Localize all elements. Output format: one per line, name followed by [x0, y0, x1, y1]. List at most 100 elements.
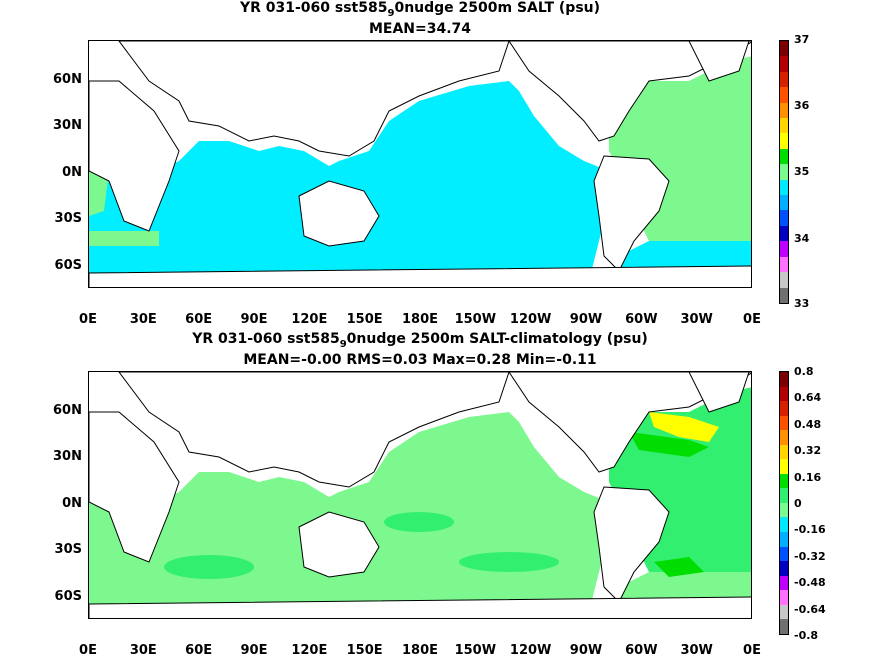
y-tick-30s: 30S	[54, 211, 82, 226]
x-tick-label: 150W	[454, 312, 497, 327]
colorbar-segment	[780, 619, 788, 634]
australia-land	[298, 180, 380, 247]
x-tick-label: 30W	[680, 312, 713, 327]
colorbar-segment	[780, 386, 788, 402]
colorbar-segment	[780, 210, 788, 226]
colorbar-bottom-tick: -0.64	[794, 602, 826, 616]
x-tick-label: 60W	[625, 312, 658, 327]
colorbar-segment	[780, 604, 788, 620]
colorbar-segment	[780, 401, 788, 416]
colorbar-segment	[780, 590, 788, 605]
y-tick-0n: 0N	[62, 165, 82, 180]
colorbar-top	[779, 40, 789, 304]
colorbar-segment	[780, 164, 788, 180]
australia-land	[298, 511, 380, 578]
panel2-title: YR 031-060 sst58590nudge 2500m SALT-clim…	[192, 331, 648, 350]
north-atlantic-mid-anomaly	[629, 432, 709, 457]
colorbar-segment	[780, 71, 788, 88]
x-tick-label: 30E	[129, 643, 157, 658]
colorbar-segment	[780, 241, 788, 257]
anomaly-positive-patches	[164, 497, 719, 579]
colorbar-bottom-tick: 0	[794, 497, 802, 510]
colorbar-bottom-tick: -0.48	[794, 576, 826, 590]
eurasia-land	[118, 372, 510, 488]
colorbar-segment	[780, 473, 788, 489]
colorbar-segment	[780, 102, 788, 119]
colorbar-segment	[780, 225, 788, 242]
landmasses	[89, 372, 751, 618]
colorbar-bottom-tick: 0.8	[794, 365, 814, 378]
south-atlantic-mid-anomaly	[654, 557, 704, 577]
landmasses	[89, 41, 751, 287]
colorbar-bottom-tick: 0.64	[794, 391, 822, 405]
colorbar-segment	[780, 532, 788, 547]
x-tick-label: 150W	[454, 643, 497, 658]
salt-map-top	[88, 40, 752, 288]
salt-anomaly-map-field	[89, 372, 751, 618]
x-tick-label: 150E	[346, 643, 383, 658]
x-tick-label: 180E	[401, 643, 439, 658]
colorbar-segment	[780, 287, 788, 303]
africa-land	[89, 80, 180, 232]
x-tick-label: 60E	[185, 312, 213, 327]
colorbar-top-tick: 36	[794, 99, 810, 112]
x-tick-label: 120W	[509, 312, 552, 327]
colorbar-segment	[780, 179, 788, 196]
panel1-stats: MEAN=34.74	[368, 21, 472, 37]
colorbar-top-tick: 34	[794, 232, 810, 245]
anomaly-patch	[659, 497, 719, 547]
y-tick-0n: 0N	[62, 496, 82, 511]
colorbar-segment	[780, 256, 788, 273]
panel2-stats: MEAN=-0.00 RMS=0.03 Max=0.28 Min=-0.11	[243, 352, 597, 368]
colorbar-segment	[780, 133, 788, 149]
colorbar-segment	[780, 41, 788, 57]
x-tick-label: 0E	[79, 312, 97, 327]
greenland-land	[688, 41, 750, 82]
colorbar-bottom-tick: 0.16	[794, 470, 822, 484]
salt-map-top-field	[89, 41, 751, 287]
south-america-land	[593, 486, 670, 603]
panel1-title: YR 031-060 sst58590nudge 2500m SALT (psu…	[239, 0, 601, 19]
ocean-indo-pacific-region	[89, 81, 751, 287]
x-tick-label: 180E	[401, 312, 439, 327]
colorbar-segment	[780, 517, 788, 533]
x-tick-label: 90W	[569, 312, 603, 327]
colorbar-segment	[780, 561, 788, 576]
x-tick-label: 60E	[185, 643, 213, 658]
x-tick-label: 150E	[346, 312, 383, 327]
x-tick-label: 120E	[291, 312, 328, 327]
x-tick-label: 30W	[680, 643, 713, 658]
colorbar-segment	[780, 575, 788, 591]
south-america-land	[593, 155, 670, 272]
colorbar-top-tick: 37	[794, 33, 810, 46]
colorbar-segment	[780, 372, 788, 387]
colorbar-segment	[780, 195, 788, 211]
x-tick-label: 120W	[509, 643, 552, 658]
north-atlantic-high-anomaly	[649, 412, 719, 442]
y-tick-60n: 60N	[53, 72, 82, 87]
y-tick-30n: 30N	[53, 118, 82, 133]
x-tick-label: 30E	[129, 312, 157, 327]
colorbar-segment	[780, 430, 788, 445]
colorbar-bottom-tick: -0.16	[794, 523, 826, 537]
colorbar-top-tick: 33	[794, 297, 810, 310]
colorbar-segment	[780, 272, 788, 288]
africa-land	[89, 411, 180, 563]
colorbar-bottom-tick: -0.32	[794, 549, 826, 563]
x-tick-label: 60W	[625, 643, 658, 658]
colorbar-segment	[780, 56, 788, 72]
ocean-southern-band	[89, 231, 159, 246]
x-tick-label: 120E	[291, 643, 328, 658]
colorbar-segment	[780, 488, 788, 503]
y-tick-60n: 60N	[53, 403, 82, 418]
antarctica-land	[89, 265, 751, 287]
colorbar-bottom-tick: 0.32	[794, 444, 822, 458]
x-tick-label: 0E	[743, 643, 761, 658]
x-tick-label: 90W	[569, 643, 603, 658]
colorbar-segment	[780, 459, 788, 474]
colorbar-bottom-tick: -0.8	[794, 629, 819, 642]
y-tick-30s: 30S	[54, 542, 82, 557]
colorbar-segment	[780, 118, 788, 134]
y-tick-60s: 60S	[54, 258, 82, 273]
colorbar-segment	[780, 148, 788, 165]
